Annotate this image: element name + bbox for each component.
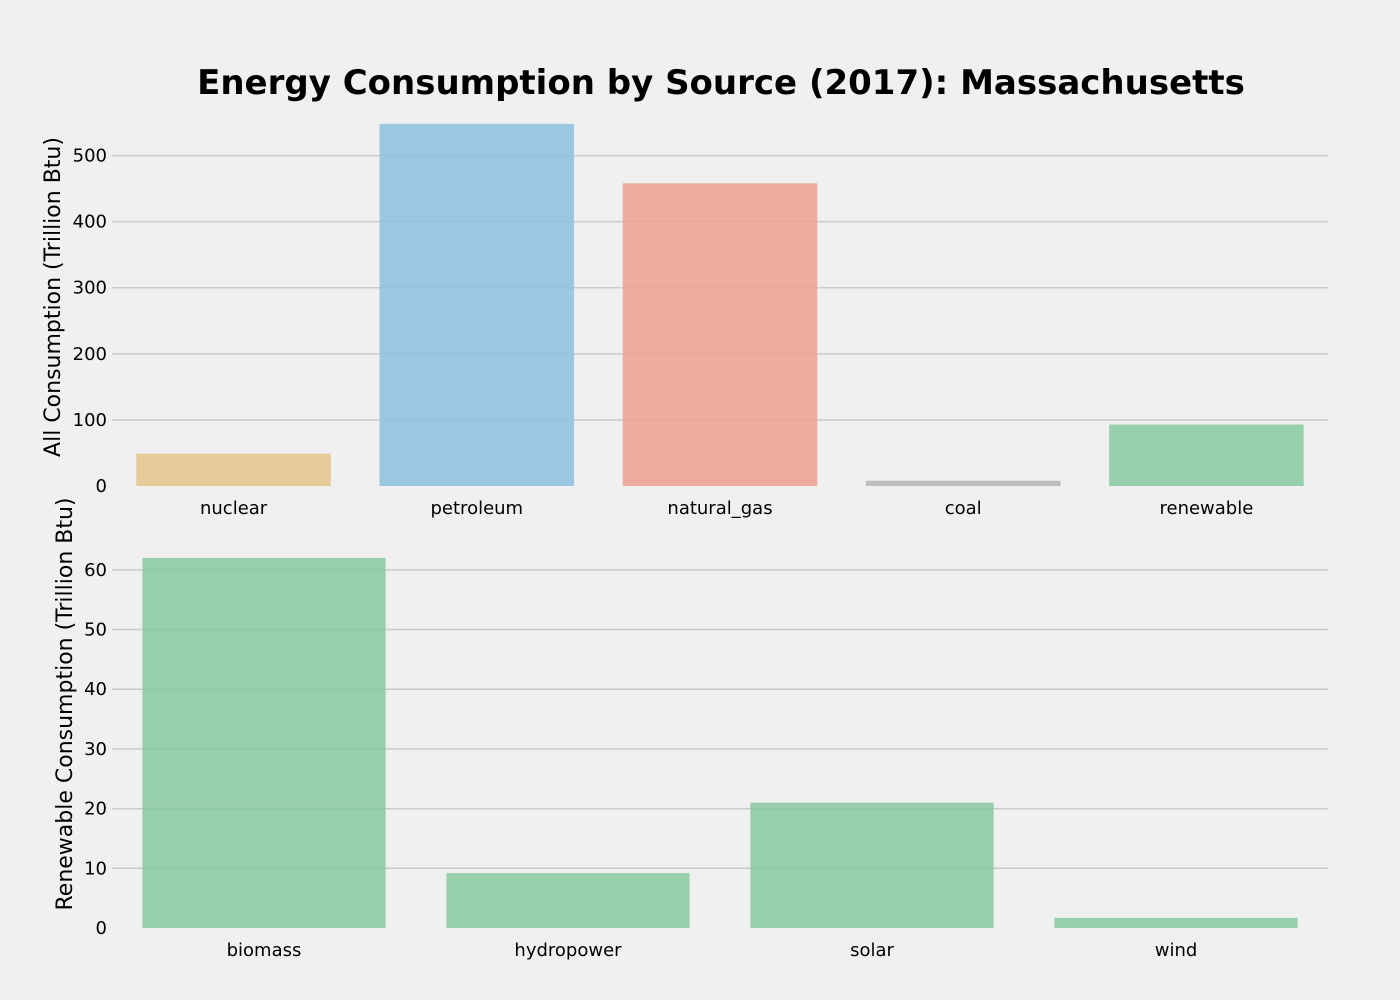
- x-tick-label: coal: [945, 498, 982, 519]
- bar-petroleum: [379, 123, 575, 486]
- y-tick-label: 500: [73, 146, 107, 167]
- y-axis-label: Renewable Consumption (Trillion Btu): [53, 497, 78, 910]
- bar-hydropower: [446, 873, 690, 928]
- y-tick-label: 400: [73, 212, 107, 233]
- x-tick-label: petroleum: [431, 498, 524, 519]
- y-tick-label: 40: [84, 679, 107, 700]
- x-tick-label: renewable: [1159, 498, 1253, 519]
- x-tick-label: wind: [1155, 940, 1198, 961]
- x-tick-label: hydropower: [514, 940, 622, 961]
- y-axis-label: All Consumption (Trillion Btu): [41, 137, 66, 457]
- y-tick-label: 50: [84, 620, 107, 641]
- x-tick-label: biomass: [227, 940, 302, 961]
- y-tick-label: 30: [84, 739, 107, 760]
- y-tick-label: 300: [73, 278, 107, 299]
- y-tick-label: 200: [73, 344, 107, 365]
- panel-renewable-consumption: biomass hydropower solar wind 0 10 20 30 40 50 60 R…: [53, 497, 1328, 961]
- y-tick-label: 0: [96, 918, 107, 939]
- chart-title: Energy Consumption by Source (2017): Mas…: [197, 63, 1245, 103]
- x-tick-label: solar: [850, 940, 894, 961]
- bar-solar: [750, 802, 994, 928]
- bar-wind: [1054, 917, 1298, 928]
- x-tick-label: nuclear: [200, 498, 268, 519]
- bar-coal: [865, 480, 1061, 486]
- y-tick-label: 10: [84, 858, 107, 879]
- panel-all-consumption: nuclear petroleum natural_gas coal renewable…: [41, 123, 1328, 519]
- x-tick-label: natural_gas: [667, 498, 772, 519]
- bar-natural_gas: [622, 183, 818, 486]
- bar-nuclear: [136, 453, 331, 486]
- bar-renewable: [1109, 424, 1304, 486]
- y-tick-label: 0: [96, 476, 107, 497]
- y-tick-label: 100: [73, 410, 107, 431]
- y-tick-label: 60: [84, 560, 107, 581]
- y-tick-label: 20: [84, 799, 107, 820]
- bar-biomass: [142, 557, 386, 928]
